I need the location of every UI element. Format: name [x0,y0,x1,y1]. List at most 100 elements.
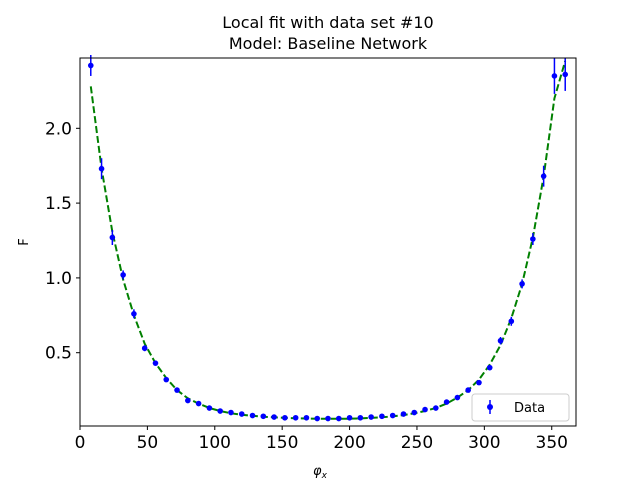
data-point [325,415,331,422]
data-point [389,412,396,419]
x-axis-label: φx [313,464,328,480]
y-tick-label: 1.5 [45,194,72,214]
data-point [120,270,126,280]
data-marker [422,406,428,413]
data-marker [217,408,223,414]
data-marker [346,414,353,421]
data-point [292,414,299,421]
data-point [486,364,493,371]
data-marker [454,394,461,401]
data-point [98,158,105,180]
legend-point-marker [487,404,493,410]
data-marker [433,405,439,411]
x-tick-label: 150 [266,433,298,453]
data-point [551,58,558,94]
data-points-layer [87,55,569,422]
data-point [454,394,461,401]
data-marker [303,414,310,421]
data-marker [271,414,277,420]
data-marker [540,173,547,179]
data-marker [141,345,148,352]
legend-label-data: Data [514,401,545,416]
data-marker [411,409,418,416]
data-marker [206,405,213,411]
legend-box [471,393,570,422]
axes-frame [79,57,577,427]
x-tick-label: 0 [75,433,86,453]
data-point [497,336,504,345]
data-marker [120,272,126,278]
data-point [271,414,277,420]
data-marker [131,311,137,317]
data-point [260,413,267,420]
data-marker [476,379,482,386]
x-tick-label: 300 [468,433,500,453]
chart-subtitle: Model: Baseline Network [229,34,428,53]
data-marker [152,360,159,366]
data-point [303,414,310,421]
y-tick-label: 2.0 [45,119,72,139]
data-marker [335,415,342,422]
data-marker [379,413,385,420]
data-marker [551,73,558,79]
y-axis-label: F [17,238,32,245]
data-marker [357,414,364,421]
data-point [228,409,234,416]
data-point [238,411,245,417]
data-marker [249,412,256,419]
data-marker [519,281,525,287]
data-point [282,414,288,421]
data-marker [325,415,331,422]
data-point [519,279,525,289]
plot-background [80,58,576,426]
data-marker [109,234,116,241]
data-point [379,413,385,420]
data-marker [260,413,267,420]
data-marker [508,318,515,325]
chart-title-group: Local fit with data set #10 Model: Basel… [222,13,433,53]
x-tick-label: 50 [137,433,159,453]
data-marker [228,409,234,416]
data-point [185,397,191,404]
data-marker [443,399,450,405]
x-tick-label: 200 [333,433,365,453]
fit-line-layer [89,60,567,420]
data-point [400,411,407,417]
data-point [476,379,482,386]
data-marker [530,236,536,242]
x-tick-label: 100 [199,433,231,453]
data-point [562,58,569,91]
chart-title: Local fit with data set #10 [222,13,433,32]
data-point [195,400,202,407]
data-marker [185,397,191,404]
data-point [433,405,439,411]
data-point [368,414,374,420]
data-marker [486,364,493,371]
data-marker [87,62,94,69]
data-point [530,233,536,245]
data-point [357,414,364,421]
data-point [335,415,342,422]
data-point [206,405,213,411]
axes-layer: 0 50 100 150 200 250 300 350 0.5 1.0 1.5 2.0 [45,57,577,453]
data-marker [465,387,471,393]
data-point [152,360,159,366]
data-point [314,415,321,422]
data-point [422,406,428,413]
data-point [249,412,256,419]
data-marker [314,415,321,422]
x-axis-label-symbol: φ [313,464,322,479]
data-marker [400,411,407,417]
data-point [141,345,148,352]
fit-line [89,60,567,420]
data-marker [163,376,170,383]
legend: Data [471,393,570,422]
data-marker [562,71,569,78]
data-marker [195,400,202,407]
data-point [217,408,223,414]
x-tick-label: 250 [401,433,433,453]
x-axis-label-subscript: x [321,471,328,480]
data-point [174,387,180,393]
data-marker [282,414,288,421]
